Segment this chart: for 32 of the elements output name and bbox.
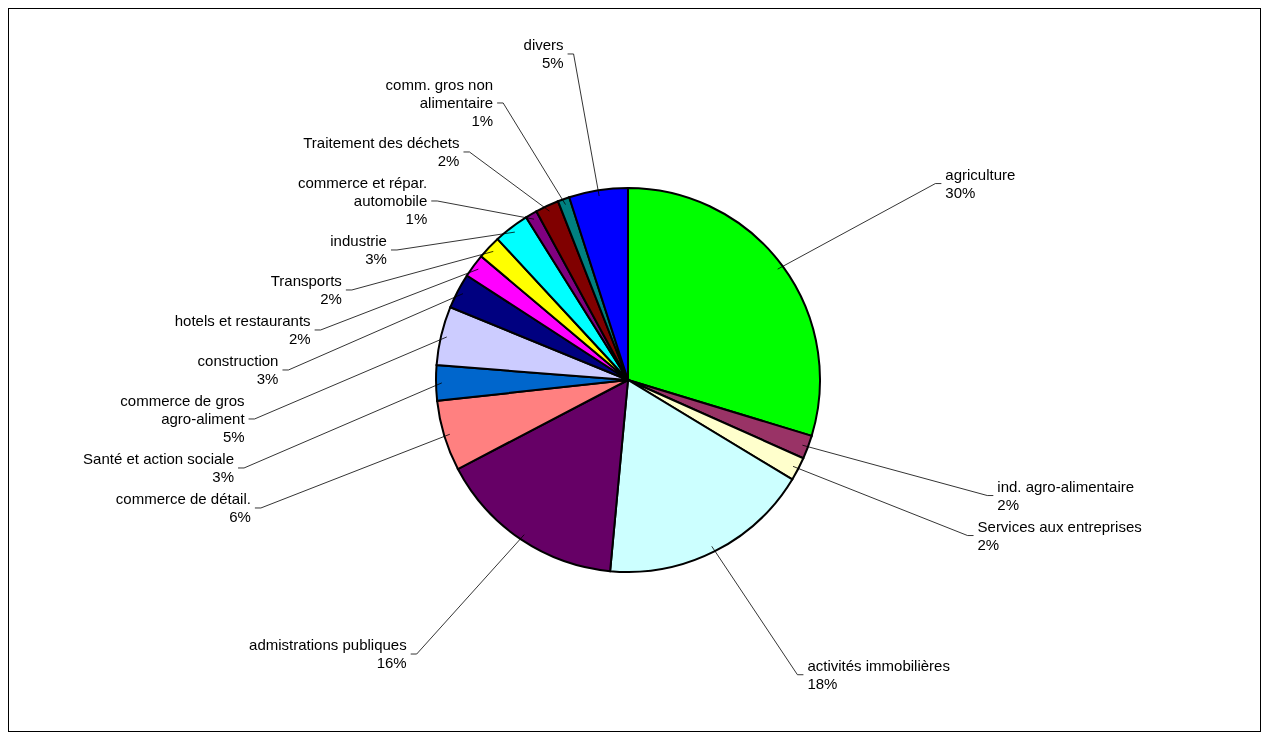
- slice-label: ind. agro-alimentaire: [997, 477, 1135, 495]
- data-label: 3%: [256, 369, 279, 387]
- slice-label: Santé et action sociale: [83, 449, 235, 467]
- data-label: 18%: [807, 674, 838, 692]
- data-label: 2%: [977, 535, 1000, 553]
- data-label: 1%: [405, 209, 428, 227]
- slice-label: industrie: [330, 231, 387, 249]
- slice-label: activités immobilières: [807, 656, 950, 674]
- slice-label: agriculture: [945, 165, 1016, 183]
- data-label: 2%: [437, 151, 460, 169]
- data-label: 5%: [541, 53, 564, 71]
- data-label: 30%: [945, 183, 976, 201]
- data-label: 2%: [997, 495, 1019, 513]
- data-label: 1%: [471, 111, 494, 129]
- slice-label: divers: [523, 35, 564, 53]
- data-label: 5%: [222, 427, 245, 445]
- data-label: 2%: [288, 329, 311, 347]
- slice-label: construction: [197, 351, 279, 369]
- slice-label: admistrations publiques: [249, 636, 407, 654]
- slice-label: comm. gros non alimentaire: [385, 75, 494, 111]
- slice-label: Transports: [270, 271, 342, 289]
- slice-label: Services aux entreprises: [977, 517, 1142, 535]
- slice-label: commerce et répar. automobile: [298, 173, 428, 209]
- data-label: 2%: [320, 289, 342, 307]
- slice-label: commerce de détail.: [115, 489, 251, 507]
- data-label: 3%: [212, 467, 235, 485]
- slice-label: hotels et restaurants: [174, 311, 311, 329]
- data-label: 6%: [229, 507, 251, 525]
- data-label: 3%: [365, 249, 387, 267]
- data-label: 16%: [376, 654, 407, 672]
- slice-label: commerce de gros agro-aliment: [120, 391, 246, 427]
- slice-label: Traitement des déchets: [303, 133, 460, 151]
